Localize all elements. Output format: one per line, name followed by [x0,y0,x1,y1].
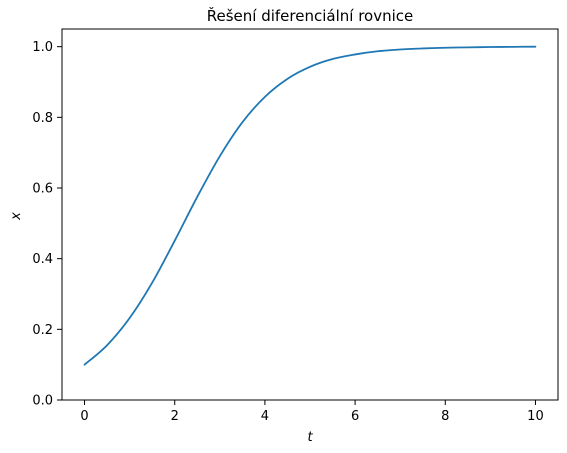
axes-frame [61,28,559,401]
x-axis-ticks: 0 2 4 6 8 10 [80,400,544,424]
x-tick-label: 6 [351,409,359,424]
y-axis-label: x [9,212,24,221]
y-tick-label: 0.8 [32,111,53,126]
y-tick-label: 0.0 [32,394,53,409]
y-tick-label: 1.0 [32,40,53,55]
series-line [83,45,537,366]
x-tick-label: 8 [441,409,449,424]
x-tick-label: 10 [527,409,544,424]
y-tick-label: 0.6 [32,182,53,197]
y-tick-label: 0.4 [32,252,53,267]
y-axis-ticks: 0.0 0.2 0.4 0.6 0.8 1.0 [32,40,62,409]
x-tick-label: 0 [80,409,88,424]
y-tick-label: 0.2 [32,323,53,338]
x-tick-label: 2 [171,409,179,424]
series-layer [83,45,537,366]
chart-title: Řešení diferenciální rovnice [207,6,414,25]
x-axis-label: t [307,430,313,445]
x-tick-label: 4 [261,409,269,424]
